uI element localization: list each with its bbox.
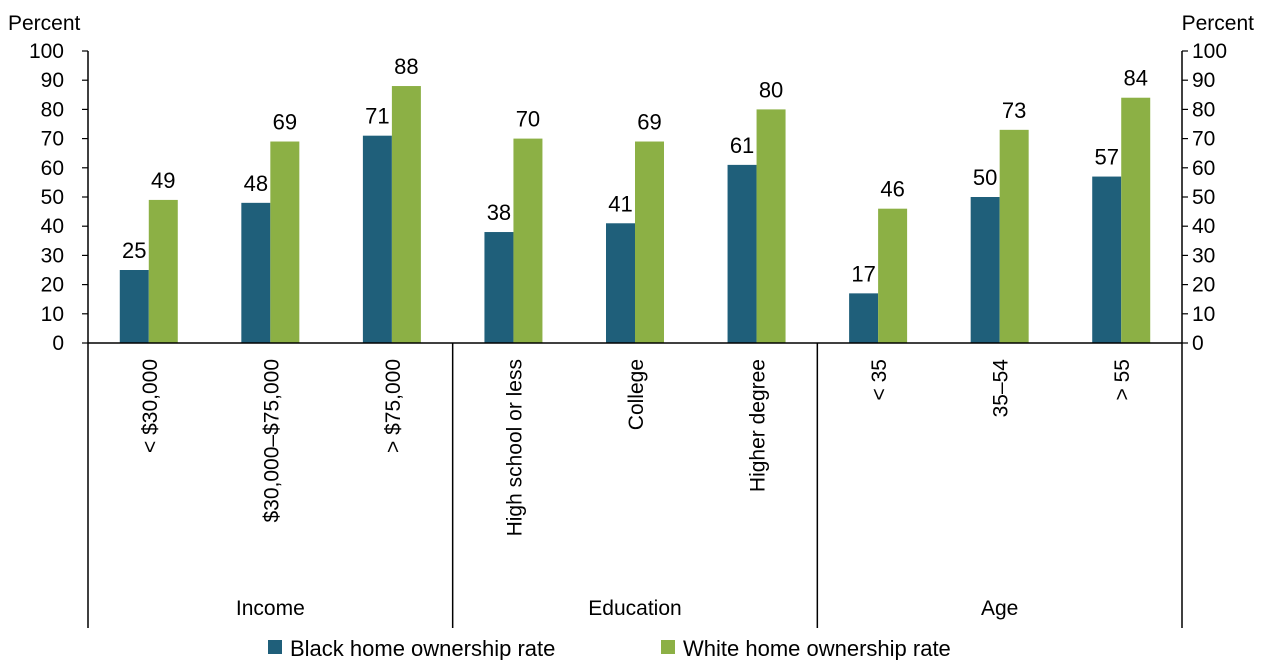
left-axis: 0 10 20 30 40 50 60 70 80 90 100 bbox=[29, 40, 89, 628]
legend-label: Black home ownership rate bbox=[290, 636, 555, 660]
bar-black bbox=[849, 293, 879, 343]
group-label: Education bbox=[588, 597, 681, 620]
left-tick-label: 10 bbox=[41, 303, 64, 326]
bar-white bbox=[270, 141, 300, 343]
bar-white bbox=[1121, 97, 1151, 343]
right-tick-label: 60 bbox=[1192, 157, 1215, 180]
right-tick-label: 40 bbox=[1192, 215, 1215, 238]
data-label: 38 bbox=[487, 200, 511, 225]
data-label: 69 bbox=[637, 110, 661, 135]
legend: Black home ownership rate White home owne… bbox=[268, 636, 951, 660]
right-tick-label: 90 bbox=[1192, 69, 1215, 92]
category-label: > $75,000 bbox=[382, 359, 405, 453]
group-label: Age bbox=[981, 597, 1018, 620]
right-tick-label: 100 bbox=[1192, 40, 1227, 63]
left-tick-label: 100 bbox=[29, 40, 64, 63]
data-label: 46 bbox=[880, 177, 904, 202]
category-label: High school or less bbox=[503, 359, 526, 536]
category-label: 35–54 bbox=[990, 359, 1013, 418]
category-label: Higher degree bbox=[747, 359, 770, 492]
bar-white bbox=[513, 138, 543, 343]
bar-white bbox=[391, 86, 421, 343]
data-label: 25 bbox=[122, 238, 146, 263]
bar-black bbox=[484, 232, 514, 343]
data-label: 17 bbox=[851, 261, 875, 286]
right-axis-unit-label: Percent bbox=[1182, 12, 1255, 35]
category-label: > 55 bbox=[1111, 359, 1134, 400]
category-label: $30,000–$75,000 bbox=[260, 359, 283, 523]
right-axis: 0 10 20 30 40 50 60 70 80 90 100 bbox=[1181, 40, 1227, 355]
bar-black bbox=[1092, 176, 1122, 343]
bar-black bbox=[970, 197, 1000, 343]
left-tick-label: 90 bbox=[41, 69, 64, 92]
bar-white bbox=[878, 208, 908, 343]
right-tick-label: 30 bbox=[1192, 244, 1215, 267]
bar-white bbox=[635, 141, 664, 343]
bar-white bbox=[148, 199, 178, 343]
bar-black bbox=[119, 270, 149, 343]
left-tick-label: 0 bbox=[52, 332, 64, 355]
data-label: 41 bbox=[608, 191, 632, 216]
bar-white bbox=[756, 109, 786, 344]
left-tick-label: 50 bbox=[41, 186, 64, 209]
right-tick-label: 0 bbox=[1192, 332, 1204, 355]
bar-black bbox=[241, 202, 271, 343]
legend-label: White home ownership rate bbox=[683, 636, 951, 660]
bars bbox=[119, 86, 1151, 344]
bar-black bbox=[362, 135, 392, 343]
data-label: 69 bbox=[273, 110, 297, 135]
data-label: 49 bbox=[151, 168, 175, 193]
right-tick-label: 80 bbox=[1192, 98, 1215, 121]
data-label: 70 bbox=[516, 107, 540, 132]
left-tick-label: 20 bbox=[41, 274, 64, 297]
data-label: 61 bbox=[730, 133, 754, 158]
data-label: 73 bbox=[1002, 98, 1026, 123]
x-axis: < $30,000 $30,000–$75,000 > $75,000 High sc… bbox=[88, 342, 1183, 628]
data-label: 84 bbox=[1123, 66, 1147, 91]
right-tick-label: 20 bbox=[1192, 274, 1215, 297]
data-label: 71 bbox=[365, 104, 389, 129]
category-label: College bbox=[625, 359, 648, 430]
bar-black bbox=[606, 223, 635, 343]
group-label: Income bbox=[236, 597, 305, 620]
bar-black bbox=[727, 164, 757, 343]
right-tick-label: 10 bbox=[1192, 303, 1215, 326]
data-label: 57 bbox=[1094, 145, 1118, 170]
left-tick-label: 40 bbox=[41, 215, 64, 238]
right-tick-label: 50 bbox=[1192, 186, 1215, 209]
data-label: 80 bbox=[759, 77, 783, 102]
left-tick-label: 80 bbox=[41, 98, 64, 121]
left-tick-label: 60 bbox=[41, 157, 64, 180]
left-tick-label: 70 bbox=[41, 128, 64, 151]
data-label: 88 bbox=[394, 54, 418, 79]
legend-swatch-black bbox=[268, 640, 282, 654]
legend-swatch-white bbox=[661, 640, 675, 654]
left-axis-unit-label: Percent bbox=[8, 12, 81, 35]
data-label: 50 bbox=[973, 165, 997, 190]
category-label: < $30,000 bbox=[139, 359, 162, 453]
left-tick-label: 30 bbox=[41, 244, 64, 267]
data-label: 48 bbox=[244, 171, 268, 196]
right-tick-label: 70 bbox=[1192, 128, 1215, 151]
category-label: < 35 bbox=[868, 359, 891, 400]
bar-white bbox=[999, 129, 1029, 343]
